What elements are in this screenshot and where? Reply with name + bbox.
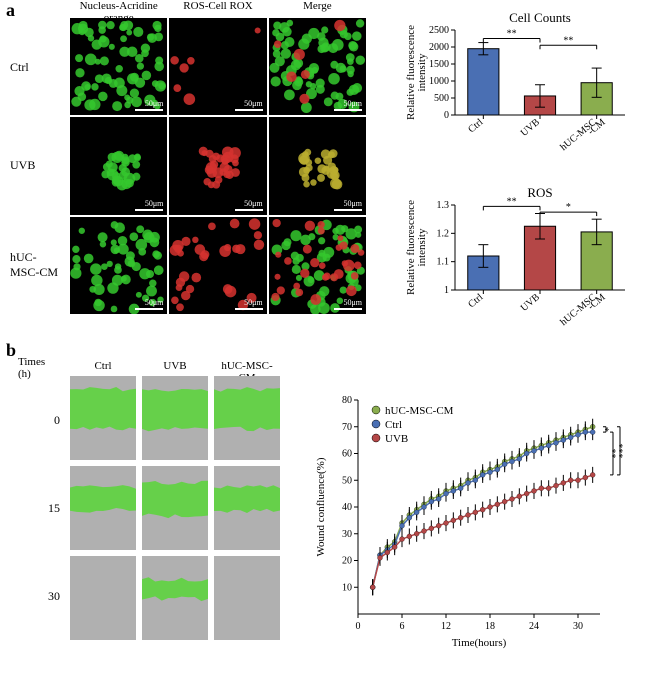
wound-cell: [142, 466, 208, 550]
scale-bar: 50μm: [334, 99, 362, 111]
row-label-msc: hUC-MSC-CM: [10, 250, 65, 280]
scale-bar: 50μm: [135, 199, 163, 211]
wound-cell: [70, 556, 136, 640]
svg-text:UVB: UVB: [519, 117, 542, 139]
wound-cell: [70, 466, 136, 550]
scale-bar: 50μm: [235, 298, 263, 310]
ros-chart: 11.11.21.3ROSRelative fluorescenceintens…: [400, 185, 635, 335]
micrograph-cell: 50μm: [169, 117, 266, 214]
svg-text:*: *: [604, 427, 615, 432]
svg-text:1500: 1500: [429, 59, 449, 70]
svg-text:Time(hours): Time(hours): [452, 637, 507, 649]
svg-text:80: 80: [342, 395, 352, 406]
svg-text:Ctrl: Ctrl: [385, 419, 402, 431]
scale-bar: 50μm: [334, 298, 362, 310]
row-label-uvb: UVB: [10, 158, 65, 173]
svg-text:18: 18: [485, 621, 495, 632]
svg-text:6: 6: [400, 621, 405, 632]
svg-text:2500: 2500: [429, 25, 449, 36]
svg-text:70: 70: [342, 422, 352, 433]
svg-text:Wound confluence(%): Wound confluence(%): [315, 457, 327, 556]
scale-bar: 50μm: [135, 99, 163, 111]
wound-cell: [214, 556, 280, 640]
svg-text:30: 30: [342, 529, 352, 540]
wound-cell: [142, 376, 208, 460]
svg-text:1.1: 1.1: [437, 257, 450, 268]
micrograph-cell: 50μm: [269, 117, 366, 214]
svg-text:*: *: [566, 202, 571, 213]
micrograph-cell: 50μm: [70, 217, 167, 314]
micrograph-cell: 50μm: [169, 217, 266, 314]
micrograph-cell: 50μm: [70, 18, 167, 115]
svg-text:1000: 1000: [429, 76, 449, 87]
micrograph-cell: 50μm: [269, 18, 366, 115]
wound-assay-grid: [70, 376, 280, 640]
figure-page: a Nucleus-Acridine orange ROS-Cell ROX M…: [0, 0, 645, 675]
svg-text:intensity: intensity: [416, 53, 428, 91]
svg-text:1: 1: [444, 285, 449, 296]
micrograph-cell: 50μm: [70, 117, 167, 214]
svg-text:***: ***: [618, 443, 629, 458]
svg-text:intensity: intensity: [416, 228, 428, 266]
svg-text:20: 20: [342, 556, 352, 567]
scale-bar: 50μm: [334, 199, 362, 211]
row-label-ctrl: Ctrl: [10, 60, 65, 75]
svg-text:2000: 2000: [429, 42, 449, 53]
svg-text:**: **: [507, 29, 517, 40]
wound-confluence-chart: 10 20 30 40 50 60 70 80 0 6 12 18 24 30 Time(hours) Wou…: [310, 390, 630, 650]
svg-text:1.3: 1.3: [437, 200, 450, 211]
wound-row-15: 15: [30, 501, 60, 516]
wound-row-0: 0: [30, 413, 60, 428]
svg-text:0: 0: [444, 110, 449, 121]
wound-cell: [214, 376, 280, 460]
scale-bar: 50μm: [235, 199, 263, 211]
svg-text:Cell Counts: Cell Counts: [509, 10, 571, 25]
wound-row-labels: 0 15 30: [30, 376, 60, 640]
svg-text:1.2: 1.2: [437, 228, 450, 239]
micrograph-cell: 50μm: [169, 18, 266, 115]
svg-text:**: **: [507, 196, 517, 207]
wound-cell: [214, 466, 280, 550]
svg-text:Ctrl: Ctrl: [466, 292, 485, 311]
micro-row-labels: Ctrl UVB hUC-MSC-CM: [10, 18, 65, 314]
micrograph-cell: 50μm: [269, 217, 366, 314]
svg-text:Ctrl: Ctrl: [466, 117, 485, 136]
svg-text:0: 0: [356, 621, 361, 632]
cell-counts-chart: 05001000150020002500Cell CountsRelative …: [400, 10, 635, 160]
panel-b-label: b: [6, 340, 16, 361]
wound-row-30: 30: [30, 589, 60, 604]
svg-text:30: 30: [573, 621, 583, 632]
svg-text:40: 40: [342, 502, 352, 513]
wound-cell: [142, 556, 208, 640]
svg-text:24: 24: [529, 621, 539, 632]
svg-text:UVB: UVB: [385, 433, 408, 445]
svg-text:500: 500: [434, 93, 449, 104]
svg-text:50: 50: [342, 475, 352, 486]
svg-text:12: 12: [441, 621, 451, 632]
svg-text:UVB: UVB: [519, 292, 542, 314]
svg-text:hUC-MSC-CM: hUC-MSC-CM: [385, 405, 454, 417]
svg-text:ROS: ROS: [527, 185, 552, 200]
svg-text:10: 10: [342, 582, 352, 593]
svg-text:60: 60: [342, 449, 352, 460]
scale-bar: 50μm: [135, 298, 163, 310]
scale-bar: 50μm: [235, 99, 263, 111]
wound-cell: [70, 376, 136, 460]
micrograph-grid: 50μm 50μm 50μm 50μm 50μm 50μm 50μm 50μm 50μm: [70, 18, 366, 314]
svg-text:**: **: [563, 35, 573, 46]
